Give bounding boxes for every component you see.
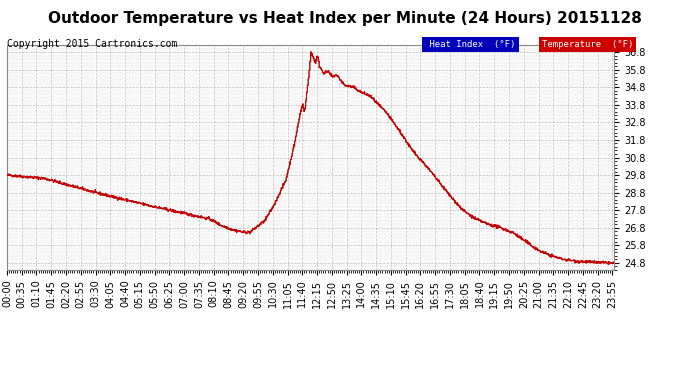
- Text: Heat Index  (°F): Heat Index (°F): [424, 40, 515, 49]
- Text: Temperature  (°F): Temperature (°F): [542, 40, 633, 49]
- Text: Copyright 2015 Cartronics.com: Copyright 2015 Cartronics.com: [7, 39, 177, 50]
- Text: Outdoor Temperature vs Heat Index per Minute (24 Hours) 20151128: Outdoor Temperature vs Heat Index per Mi…: [48, 11, 642, 26]
